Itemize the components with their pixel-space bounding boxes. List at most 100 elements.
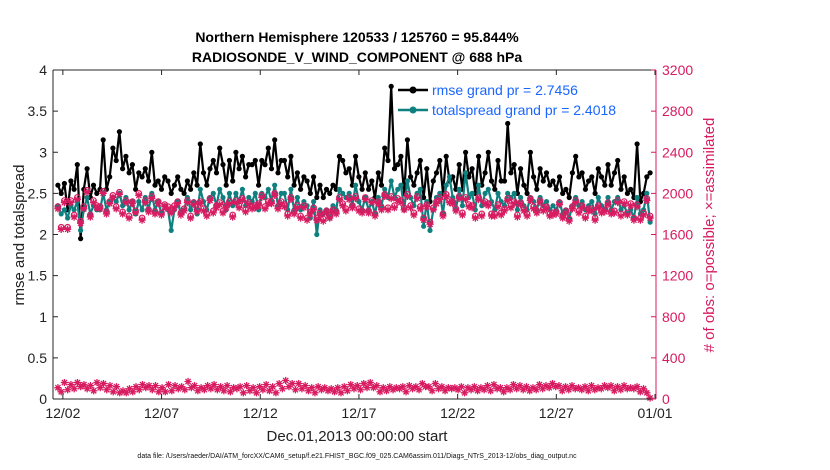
data-point-assimilated xyxy=(76,219,85,227)
data-point-assimilated xyxy=(248,205,256,213)
data-point-observations-bottom- xyxy=(441,387,449,395)
data-point-totalspread xyxy=(417,186,423,192)
data-point-assimilated xyxy=(254,202,263,210)
data-point-rmse xyxy=(424,166,430,172)
data-point-rmse xyxy=(262,162,268,168)
data-point-observations-bottom- xyxy=(330,388,339,396)
data-point-totalspread xyxy=(65,215,71,221)
data-point-assimilated xyxy=(374,200,382,208)
data-point-assimilated xyxy=(494,203,502,211)
data-point-observations-bottom- xyxy=(503,384,511,392)
data-point-totalspread xyxy=(443,182,449,188)
data-point-rmse xyxy=(433,170,440,176)
data-point-totalspread xyxy=(139,207,145,213)
data-point-assimilated xyxy=(313,216,321,224)
data-point-observations-bottom- xyxy=(171,382,179,390)
data-point-assimilated xyxy=(199,207,208,215)
data-point-rmse xyxy=(252,157,258,164)
data-point-observations-bottom- xyxy=(203,382,212,390)
data-point-rmse xyxy=(495,157,501,164)
data-point-rmse xyxy=(204,182,210,188)
data-point-assimilated xyxy=(293,204,301,212)
data-point-rmse xyxy=(343,170,349,176)
data-point-observations-bottom- xyxy=(70,385,78,393)
y-right-tick-label: 0 xyxy=(662,391,670,407)
series-layer xyxy=(54,83,654,402)
data-point-rmse xyxy=(527,149,534,155)
data-point-observations-bottom- xyxy=(360,379,368,388)
data-point-rmse xyxy=(110,145,116,151)
data-point-observations-bottom- xyxy=(252,389,260,397)
data-point-observations-bottom- xyxy=(233,385,241,393)
data-point-rmse xyxy=(388,83,394,89)
data-point-rmse xyxy=(550,178,556,184)
y-axis-label: rmse and totalspread xyxy=(11,165,28,306)
y-ticks-left: 0 0.5 1 1.5 2 2.5 3 3.5 4 xyxy=(28,62,58,407)
data-point-observations-bottom- xyxy=(600,382,609,390)
data-point-observations-bottom- xyxy=(630,385,638,393)
data-point-totalspread xyxy=(259,190,265,196)
data-point-totalspread xyxy=(514,207,521,213)
data-point-assimilated xyxy=(568,205,577,213)
data-point-assimilated xyxy=(507,204,515,212)
data-point-assimilated xyxy=(643,196,651,205)
data-point-assimilated xyxy=(520,207,528,215)
chart-title: Northern Hemisphere 120533 / 125760 = 95… xyxy=(195,29,519,45)
data-point-observations-bottom- xyxy=(90,387,98,395)
data-point-assimilated xyxy=(481,200,489,208)
data-point-observations-bottom- xyxy=(431,379,439,388)
data-point-observations-bottom- xyxy=(259,386,267,394)
data-point-assimilated xyxy=(180,207,188,215)
data-point-assimilated xyxy=(309,206,318,214)
data-point-observations-bottom- xyxy=(613,383,622,391)
data-point-assimilated xyxy=(572,199,580,207)
data-point-assimilated xyxy=(588,207,596,215)
data-point-totalspread xyxy=(634,194,640,201)
data-point-assimilated xyxy=(419,216,428,224)
data-point-observations-bottom- xyxy=(177,383,186,391)
data-point-rmse xyxy=(463,149,469,155)
data-point-observations-bottom- xyxy=(327,385,335,393)
series-assimilated xyxy=(54,188,654,233)
data-point-observations-bottom- xyxy=(529,384,537,392)
x-tick-label: 12/07 xyxy=(144,405,179,421)
data-point-assimilated xyxy=(290,210,298,218)
data-point-totalspread xyxy=(71,207,77,213)
data-point-rmse xyxy=(288,153,294,159)
data-point-observations-bottom- xyxy=(467,386,475,394)
data-point-rmse xyxy=(566,194,572,201)
data-point-rmse xyxy=(243,174,249,180)
data-point-rmse xyxy=(521,182,527,188)
data-point-assimilated xyxy=(329,208,337,216)
data-point-assimilated xyxy=(468,204,476,212)
data-point-assimilated xyxy=(539,207,547,215)
data-point-observations-bottom- xyxy=(633,383,641,391)
data-point-totalspread xyxy=(421,223,427,229)
data-point-observations-bottom- xyxy=(366,378,374,387)
data-point-assimilated xyxy=(115,190,124,199)
data-point-rmse xyxy=(158,186,165,192)
data-point-assimilated xyxy=(397,199,405,207)
data-point-totalspread xyxy=(395,186,401,192)
data-point-rmse xyxy=(501,178,508,184)
data-point-rmse xyxy=(171,182,177,188)
data-point-assimilated xyxy=(597,209,606,217)
data-point-observations-bottom- xyxy=(483,382,492,390)
data-point-observations-bottom- xyxy=(568,382,576,390)
data-point-assimilated xyxy=(533,209,541,217)
data-point-assimilated xyxy=(623,211,632,219)
data-point-observations-bottom- xyxy=(243,382,251,390)
data-point-observations-bottom- xyxy=(415,386,423,394)
data-point-assimilated xyxy=(157,211,166,219)
data-point-observations-bottom- xyxy=(116,389,124,397)
data-point-assimilated xyxy=(390,204,399,212)
x-axis-label: Dec.01,2013 00:00:00 start xyxy=(267,428,449,445)
data-point-assimilated xyxy=(322,209,331,217)
data-point-totalspread xyxy=(188,207,194,213)
data-point-assimilated xyxy=(364,209,373,217)
data-point-totalspread xyxy=(239,186,245,192)
data-point-rmse xyxy=(531,174,537,180)
data-point-observations-bottom- xyxy=(454,386,462,394)
series-observations-bottom- xyxy=(54,376,654,402)
data-point-rmse xyxy=(233,149,239,155)
